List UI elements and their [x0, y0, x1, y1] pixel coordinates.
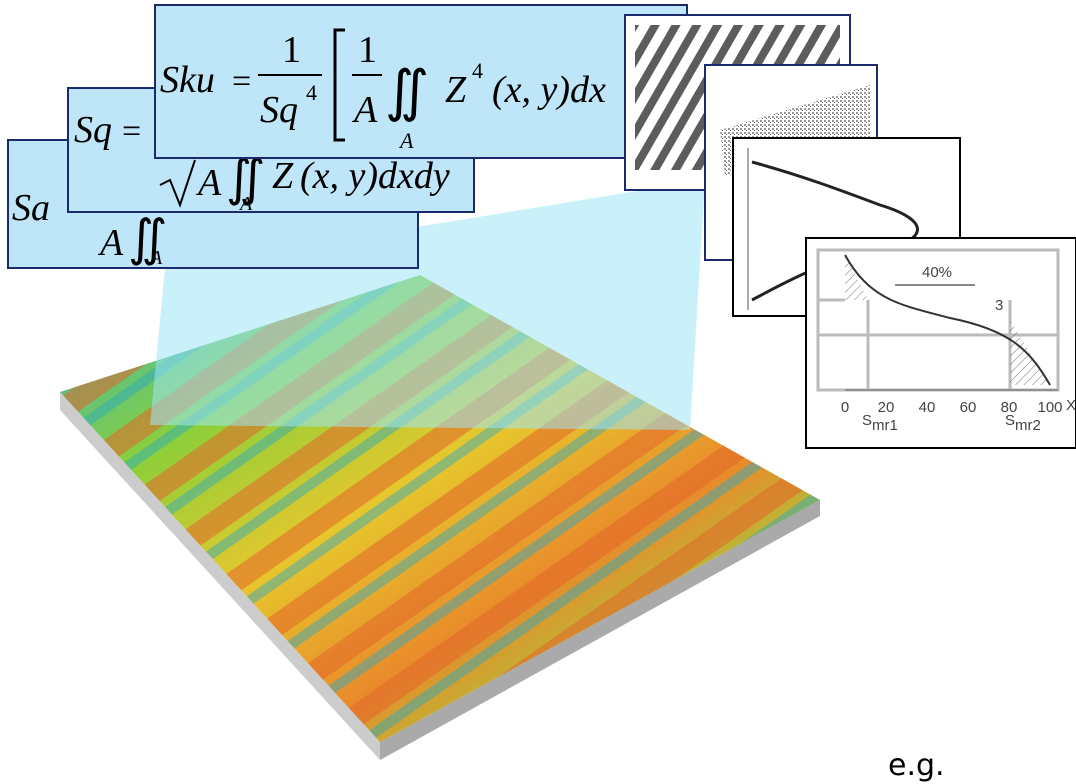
formula-text: A [195, 162, 222, 204]
x-tick-label: 100 [1037, 399, 1062, 416]
formula-text: = [122, 113, 141, 150]
formula-text: Sa [12, 187, 50, 229]
x-tick-label: 20 [878, 399, 895, 416]
formula-text: A [351, 89, 378, 131]
axis-label: mr2 [1015, 417, 1041, 434]
formula-text: 4 [472, 58, 483, 83]
axis-label: X [1066, 397, 1076, 414]
formula-text: A [148, 247, 163, 269]
formula-text: A [97, 222, 124, 264]
scene: Sa A ∬ A Sq = A ∬ A Z (x, y)dxdy Sku = 1… [0, 0, 1076, 784]
formula-text: Z [272, 155, 294, 197]
sku-formula: Sku = 1 Sq 4 1 A ∬ A Z 4 (x, y)dx [155, 5, 687, 158]
caption: e.g. [888, 748, 945, 783]
formula-text: 1 [282, 29, 301, 71]
marker-label: 3 [995, 297, 1003, 314]
x-tick-label: 40 [919, 399, 936, 416]
axis-label: S [862, 412, 872, 429]
percent-label: 40% [922, 264, 952, 281]
formula-text: ∬ [385, 61, 429, 123]
formula-text: A [398, 128, 414, 153]
formula-text: Sq [74, 109, 112, 151]
formula-text: (x, y)dxdy [300, 155, 450, 197]
formula-text: (x, y)dx [492, 69, 606, 111]
formula-text: Sq [260, 89, 298, 131]
formula-text: Sku [160, 59, 215, 101]
x-tick-label: 0 [841, 399, 849, 416]
axis-label: S [1005, 412, 1015, 429]
formula-text: 1 [358, 29, 377, 71]
formula-text: Z [445, 69, 467, 111]
formula-text: 4 [306, 80, 317, 105]
axis-label: mr1 [872, 417, 898, 434]
formula-text: A [238, 193, 253, 215]
formula-text: = [232, 63, 251, 100]
x-tick-label: 60 [960, 399, 977, 416]
